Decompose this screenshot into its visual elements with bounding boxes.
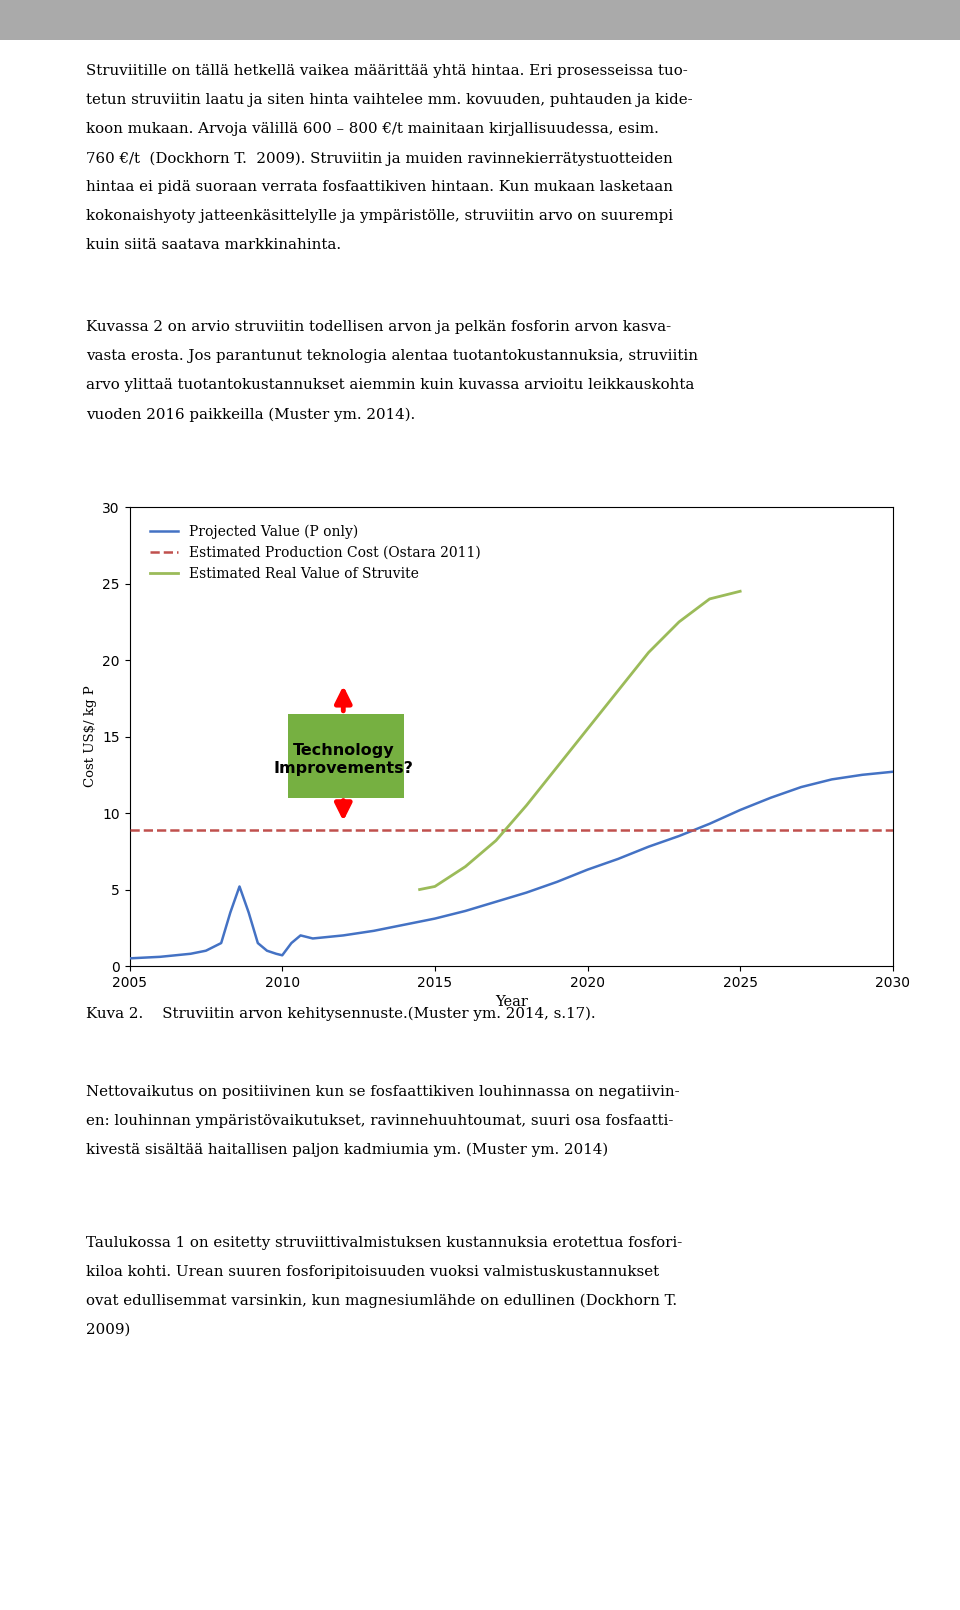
Estimated Real Value of Struvite — [582, 720, 593, 739]
Estimated Real Value of Struvite — [643, 642, 655, 662]
Text: Kuvassa 2 on arvio struviitin todellisen arvon ja pelkän fosforin arvon kasva-: Kuvassa 2 on arvio struviitin todellisen… — [86, 320, 672, 335]
Projected Value (P only) — [155, 947, 166, 966]
Projected Value (P only) — [276, 945, 288, 964]
Line: Projected Value (P only): Projected Value (P only) — [130, 771, 893, 958]
Text: Kuva 2.    Struviitin arvon kehitysennuste.(Muster ym. 2014, s.17).: Kuva 2. Struviitin arvon kehitysennuste.… — [86, 1006, 596, 1021]
Projected Value (P only) — [338, 926, 349, 945]
Projected Value (P only) — [582, 860, 593, 879]
Estimated Real Value of Struvite — [460, 857, 471, 876]
Projected Value (P only) — [170, 945, 181, 964]
Projected Value (P only) — [826, 770, 837, 789]
Projected Value (P only) — [124, 948, 135, 968]
Projected Value (P only) — [643, 837, 655, 857]
Estimated Real Value of Struvite — [551, 758, 563, 778]
Text: 2009): 2009) — [86, 1323, 131, 1336]
Projected Value (P only) — [429, 910, 441, 929]
Projected Value (P only) — [295, 926, 306, 945]
Projected Value (P only) — [734, 800, 746, 819]
Projected Value (P only) — [252, 934, 264, 953]
Text: vuoden 2016 paikkeilla (Muster ym. 2014).: vuoden 2016 paikkeilla (Muster ym. 2014)… — [86, 407, 416, 422]
Projected Value (P only) — [460, 902, 471, 921]
Estimated Real Value of Struvite — [414, 879, 425, 898]
X-axis label: Year: Year — [494, 995, 528, 1009]
Estimated Real Value of Struvite — [704, 589, 715, 609]
Projected Value (P only) — [261, 940, 273, 960]
Projected Value (P only) — [520, 882, 532, 902]
Estimated Real Value of Struvite — [734, 581, 746, 601]
Text: en: louhinnan ympäristövaikutukset, ravinnehuuhtoumat, suuri osa fosfaatti-: en: louhinnan ympäristövaikutukset, ravi… — [86, 1114, 674, 1129]
Projected Value (P only) — [185, 943, 197, 963]
Text: tetun struviitin laatu ja siten hinta vaihtelee mm. kovuuden, puhtauden ja kide-: tetun struviitin laatu ja siten hinta va… — [86, 93, 693, 108]
Estimated Real Value of Struvite — [429, 877, 441, 897]
Projected Value (P only) — [307, 929, 319, 948]
Estimated Real Value of Struvite — [673, 612, 684, 631]
Projected Value (P only) — [765, 789, 777, 808]
Projected Value (P only) — [796, 778, 807, 797]
Estimated Real Value of Struvite — [520, 795, 532, 815]
Text: 760 €/t  (Dockhorn T.  2009). Struviitin ja muiden ravinnekierrätystuotteiden: 760 €/t (Dockhorn T. 2009). Struviitin j… — [86, 151, 673, 166]
Text: Technology
Improvements?: Technology Improvements? — [274, 744, 413, 776]
Projected Value (P only) — [225, 903, 236, 923]
Estimated Real Value of Struvite — [491, 831, 502, 850]
Text: vasta erosta. Jos parantunut teknologia alentaa tuotantokustannuksia, struviitin: vasta erosta. Jos parantunut teknologia … — [86, 349, 698, 364]
Line: Estimated Real Value of Struvite: Estimated Real Value of Struvite — [420, 591, 740, 889]
Projected Value (P only) — [233, 877, 245, 897]
Projected Value (P only) — [215, 934, 227, 953]
Text: koon mukaan. Arvoja välillä 600 – 800 €/t mainitaan kirjallisuudessa, esim.: koon mukaan. Arvoja välillä 600 – 800 €/… — [86, 122, 660, 137]
Projected Value (P only) — [200, 940, 211, 960]
Bar — [288, 713, 404, 799]
Text: Taulukossa 1 on esitetty struviittivalmistuksen kustannuksia erotettua fosfori-: Taulukossa 1 on esitetty struviittivalmi… — [86, 1236, 683, 1249]
Text: kiloa kohti. Urean suuren fosforipitoisuuden vuoksi valmistuskustannukset: kiloa kohti. Urean suuren fosforipitoisu… — [86, 1265, 660, 1278]
Projected Value (P only) — [612, 850, 624, 869]
Projected Value (P only) — [286, 934, 298, 953]
Projected Value (P only) — [398, 914, 410, 934]
Text: hintaa ei pidä suoraan verrata fosfaattikiven hintaan. Kun mukaan lasketaan: hintaa ei pidä suoraan verrata fosfaatti… — [86, 180, 673, 195]
Text: kokonaishyoty jatteenkäsittelylle ja ympäristölle, struviitin arvo on suurempi: kokonaishyoty jatteenkäsittelylle ja ymp… — [86, 209, 674, 224]
Text: ovat edullisemmat varsinkin, kun magnesiumlähde on edullinen (Dockhorn T.: ovat edullisemmat varsinkin, kun magnesi… — [86, 1294, 678, 1309]
Text: arvo ylittaä tuotantokustannukset aiemmin kuin kuvassa arvioitu leikkauskohta: arvo ylittaä tuotantokustannukset aiemmi… — [86, 378, 695, 393]
Projected Value (P only) — [368, 921, 379, 940]
Text: kivestä sisältää haitallisen paljon kadmiumia ym. (Muster ym. 2014): kivestä sisältää haitallisen paljon kadm… — [86, 1143, 609, 1158]
Projected Value (P only) — [673, 826, 684, 845]
Projected Value (P only) — [243, 903, 254, 923]
Text: Struviitille on tällä hetkellä vaikea määrittää yhtä hintaa. Eri prosesseissa tu: Struviitille on tällä hetkellä vaikea mä… — [86, 64, 688, 79]
Projected Value (P only) — [271, 943, 282, 963]
Y-axis label: Cost US$/ kg P: Cost US$/ kg P — [84, 686, 97, 787]
Legend: Projected Value (P only), Estimated Production Cost (Ostara 2011), Estimated Rea: Projected Value (P only), Estimated Prod… — [144, 518, 486, 586]
Projected Value (P only) — [704, 815, 715, 834]
Projected Value (P only) — [887, 762, 899, 781]
Text: kuin siitä saatava markkinahinta.: kuin siitä saatava markkinahinta. — [86, 238, 342, 253]
Projected Value (P only) — [491, 892, 502, 911]
Projected Value (P only) — [856, 765, 868, 784]
Estimated Real Value of Struvite — [612, 681, 624, 700]
Projected Value (P only) — [551, 873, 563, 892]
Text: Nettovaikutus on positiivinen kun se fosfaattikiven louhinnassa on negatiivin-: Nettovaikutus on positiivinen kun se fos… — [86, 1085, 680, 1100]
